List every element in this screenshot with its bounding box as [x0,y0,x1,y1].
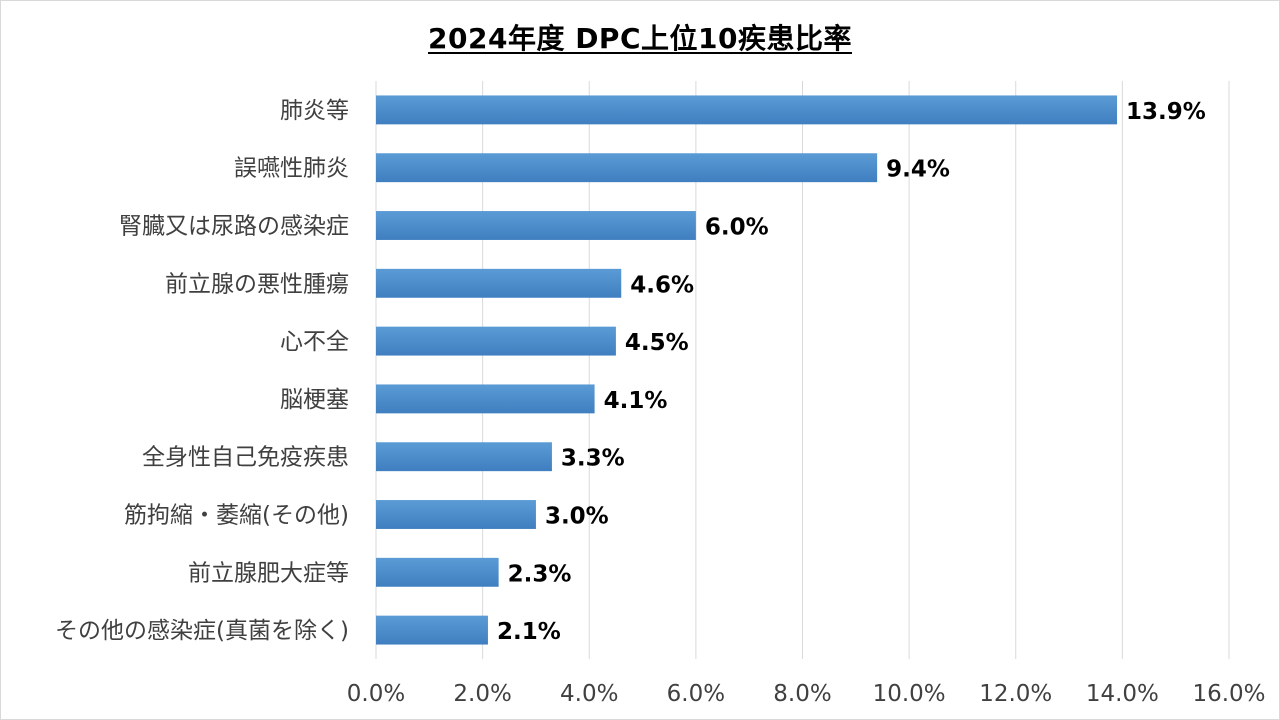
chart-title: 2024年度 DPC上位10疾患比率 [428,22,852,55]
category-label: その他の感染症(真菌を除く) [55,618,349,644]
bar [376,557,499,587]
bar [376,615,488,645]
bars [376,95,1118,645]
category-label: 前立腺の悪性腫瘍 [165,271,349,297]
data-labels: 13.9% 9.4% 6.0% 4.6% 4.5% 4.1% 3.3% 3.0% 2.3% 2.1… [497,99,1206,645]
x-tick-label: 12.0% [979,681,1052,707]
x-tick-label: 0.0% [347,681,405,707]
category-label: 脳梗塞 [280,387,349,413]
data-label: 3.0% [545,504,609,530]
category-label: 筋拘縮・萎縮(その他) [124,503,349,529]
bar [376,442,552,472]
bar [376,95,1118,125]
x-axis-tick-labels: 0.0% 2.0% 4.0% 6.0% 8.0% 10.0% 12.0% 14.0% 16.0% [347,681,1266,707]
data-label: 6.0% [705,215,769,241]
x-tick-label: 2.0% [453,681,511,707]
data-label: 4.6% [630,272,694,298]
bar [376,326,616,356]
x-tick-label: 4.0% [560,681,618,707]
data-label: 2.1% [497,619,561,645]
category-label: 前立腺肥大症等 [188,560,349,586]
x-tick-label: 8.0% [773,681,831,707]
x-tick-label: 6.0% [667,681,725,707]
data-label: 4.1% [604,388,668,414]
bar [376,268,622,298]
category-label: 全身性自己免疫疾患 [142,445,349,471]
category-label: 肺炎等 [280,98,349,124]
x-tick-label: 10.0% [873,681,946,707]
category-label: 心不全 [280,329,349,355]
bar [376,153,878,183]
data-label: 9.4% [886,157,950,183]
x-tick-label: 16.0% [1192,681,1265,707]
data-label: 3.3% [561,446,625,472]
category-labels: 肺炎等誤嚥性肺炎腎臓又は尿路の感染症前立腺の悪性腫瘍心不全脳梗塞全身性自己免疫疾… [55,98,349,644]
category-label: 誤嚥性肺炎 [234,156,349,182]
bar [376,384,595,414]
bar [376,211,696,240]
data-label: 13.9% [1126,99,1206,125]
x-tick-label: 14.0% [1086,681,1159,707]
data-label: 2.3% [508,561,572,587]
category-label: 腎臓又は尿路の感染症 [119,214,349,240]
data-label: 4.5% [625,330,689,356]
bar [376,500,536,529]
